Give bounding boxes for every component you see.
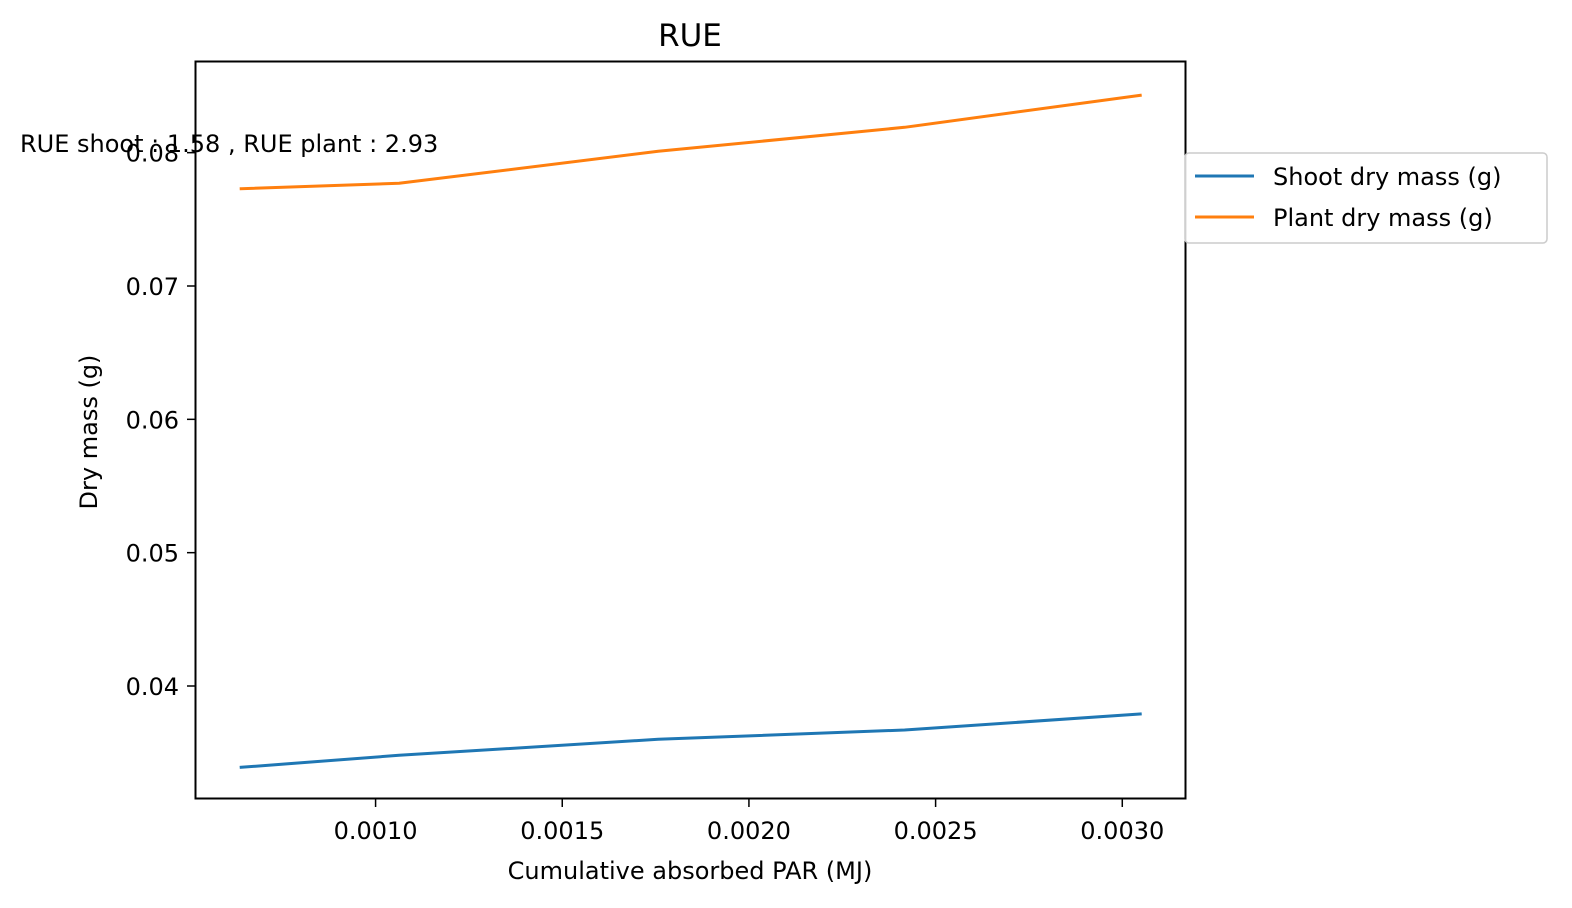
x-tick-label: 0.0020 bbox=[707, 817, 791, 845]
y-tick-label: 0.08 bbox=[126, 140, 179, 168]
legend-label-plant: Plant dry mass (g) bbox=[1273, 204, 1493, 232]
rue-annotation: RUE shoot : 1.58 , RUE plant : 2.93 bbox=[20, 130, 438, 158]
y-axis-ticks: 0.04 0.05 0.06 0.07 0.08 bbox=[126, 140, 196, 701]
x-tick-label: 0.0015 bbox=[520, 817, 604, 845]
series-lines bbox=[239, 93, 1142, 769]
x-tick-label: 0.0010 bbox=[334, 817, 418, 845]
x-tick-label: 0.0025 bbox=[894, 817, 978, 845]
y-tick-label: 0.04 bbox=[126, 673, 179, 701]
legend: Shoot dry mass (g) Plant dry mass (g) bbox=[1184, 152, 1548, 244]
series-line-shoot bbox=[239, 712, 1142, 769]
y-tick-label: 0.07 bbox=[126, 273, 179, 301]
legend-box bbox=[1184, 152, 1548, 244]
y-tick-label: 0.06 bbox=[126, 406, 179, 434]
chart-title: RUE bbox=[658, 18, 722, 54]
legend-label-shoot: Shoot dry mass (g) bbox=[1273, 163, 1501, 191]
x-axis-label: Cumulative absorbed PAR (MJ) bbox=[508, 857, 873, 885]
plot-frame bbox=[194, 60, 1187, 800]
x-axis-ticks: 0.0010 0.0015 0.0020 0.0025 0.0030 bbox=[334, 798, 1164, 845]
series-line-plant bbox=[239, 93, 1142, 191]
y-tick-label: 0.05 bbox=[126, 540, 179, 568]
y-axis-label: Dry mass (g) bbox=[75, 355, 103, 510]
x-tick-label: 0.0030 bbox=[1080, 817, 1164, 845]
